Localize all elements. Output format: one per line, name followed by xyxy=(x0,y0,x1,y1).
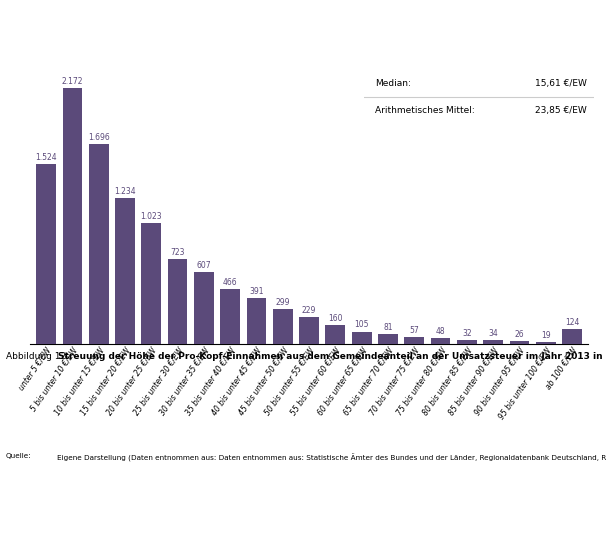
Text: 57: 57 xyxy=(410,326,419,335)
Text: 1.524: 1.524 xyxy=(35,153,57,162)
Bar xyxy=(510,341,529,344)
Text: 34: 34 xyxy=(488,329,498,338)
Text: 607: 607 xyxy=(196,262,211,270)
Bar xyxy=(562,329,582,344)
Bar xyxy=(457,340,477,344)
Text: Abbildung 12:: Abbildung 12: xyxy=(6,352,69,361)
Bar xyxy=(168,259,187,344)
Bar xyxy=(115,198,135,344)
Text: 32: 32 xyxy=(462,329,471,338)
Bar xyxy=(89,144,108,344)
Bar xyxy=(62,88,82,344)
Text: 391: 391 xyxy=(249,287,264,296)
Bar xyxy=(325,325,345,344)
Text: 160: 160 xyxy=(328,314,342,323)
Text: Mittlere Höhe der Einnahmen aus: Mittlere Höhe der Einnahmen aus xyxy=(375,38,554,47)
Text: 1.696: 1.696 xyxy=(88,133,110,142)
Bar xyxy=(431,339,450,344)
Text: 466: 466 xyxy=(223,278,238,287)
Text: 124: 124 xyxy=(565,318,579,327)
Text: 105: 105 xyxy=(355,321,369,329)
Text: Arithmetisches Mittel:: Arithmetisches Mittel: xyxy=(375,106,475,115)
Bar xyxy=(352,331,371,344)
Text: 81: 81 xyxy=(383,323,393,333)
Text: Quelle:: Quelle: xyxy=(6,453,32,459)
Bar xyxy=(404,337,424,344)
Text: 2.172: 2.172 xyxy=(62,76,83,86)
Text: 1.234: 1.234 xyxy=(114,187,136,197)
Text: 26: 26 xyxy=(514,330,524,339)
Bar xyxy=(141,223,161,344)
Text: 48: 48 xyxy=(436,327,445,336)
Text: Eigene Darstellung (Daten entnommen aus: Daten entnommen aus: Statistische Ämter: Eigene Darstellung (Daten entnommen aus:… xyxy=(57,453,606,461)
Text: 15,61 €/EW: 15,61 €/EW xyxy=(535,79,587,88)
Bar xyxy=(273,308,293,344)
Text: 19: 19 xyxy=(541,331,551,340)
Text: Streuung der Höhe der Pro-Kopf-Einnahmen aus dem Gemeindeanteil an der Umsatzste: Streuung der Höhe der Pro-Kopf-Einnahmen… xyxy=(58,352,606,361)
Text: dem Umsatzsteueranteil: dem Umsatzsteueranteil xyxy=(375,56,506,65)
Bar xyxy=(484,340,503,344)
Bar xyxy=(194,272,214,344)
Bar xyxy=(299,317,319,344)
Bar xyxy=(221,289,240,344)
Bar xyxy=(36,164,56,344)
Bar xyxy=(247,298,266,344)
Text: 723: 723 xyxy=(170,247,185,257)
Text: 299: 299 xyxy=(276,298,290,307)
Text: 1.023: 1.023 xyxy=(141,212,162,221)
Text: Median:: Median: xyxy=(375,79,411,88)
Bar xyxy=(536,342,556,344)
Text: 23,85 €/EW: 23,85 €/EW xyxy=(535,106,587,115)
Bar xyxy=(378,335,398,344)
Text: 229: 229 xyxy=(302,306,316,315)
